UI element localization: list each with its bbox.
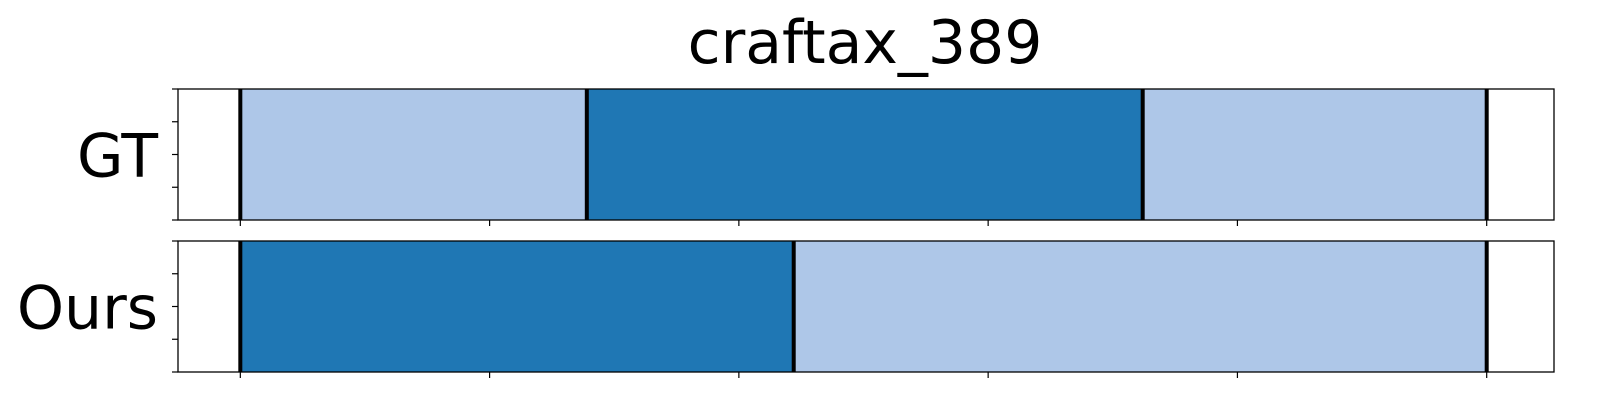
row-label-gt: GT bbox=[77, 122, 158, 192]
chart-title: craftax_389 bbox=[688, 8, 1043, 78]
segment-gt-2 bbox=[1143, 89, 1487, 220]
row-label-ours: Ours bbox=[17, 274, 158, 344]
segment-gt-0 bbox=[240, 89, 586, 220]
segment-ours-1 bbox=[794, 241, 1487, 372]
segment-gt-1 bbox=[587, 89, 1143, 220]
rows-group: GT Ours bbox=[17, 89, 1554, 378]
segment-ours-0 bbox=[240, 241, 793, 372]
